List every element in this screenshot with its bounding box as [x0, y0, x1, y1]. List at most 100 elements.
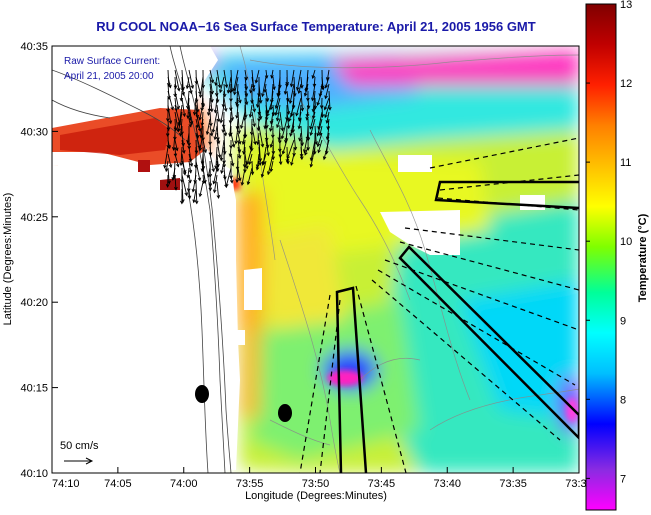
current-vector-head [229, 132, 233, 137]
current-vector [201, 153, 204, 165]
y-tick-label: 40:35 [20, 41, 48, 53]
current-vector-head [297, 125, 302, 130]
current-vector [230, 104, 233, 121]
current-vector-head [189, 90, 193, 95]
current-vector-head [318, 132, 323, 137]
current-vector-head [182, 169, 187, 174]
island-1 [195, 385, 209, 403]
current-vector [272, 104, 275, 116]
current-vector-head [177, 128, 181, 133]
current-vector [243, 139, 246, 154]
current-vector-head [321, 86, 325, 91]
current-vector [317, 118, 323, 136]
current-vector [265, 111, 268, 128]
current-vector-head [251, 88, 256, 92]
current-vector-head [303, 92, 308, 97]
current-vector [223, 125, 227, 136]
current-vector [328, 90, 331, 110]
current-vector [296, 69, 302, 90]
current-vector [299, 132, 302, 141]
current-vector [265, 139, 269, 156]
current-vector [272, 76, 275, 90]
current-vector [311, 83, 316, 101]
current-vector [174, 111, 179, 132]
current-vector [324, 104, 330, 118]
current-vector [300, 146, 303, 160]
current-vector [195, 104, 199, 118]
current-vector [237, 167, 241, 181]
current-vector-head [290, 161, 294, 166]
current-vector-head [274, 105, 279, 110]
current-vector-head [181, 150, 186, 154]
current-vector [237, 132, 241, 144]
current-vector [244, 153, 248, 169]
current-vector [167, 139, 171, 149]
current-vector [319, 125, 323, 136]
current-vector [265, 104, 268, 114]
current-vector [236, 104, 239, 119]
current-vector [188, 118, 192, 127]
current-vector [258, 83, 262, 103]
current-vector [216, 153, 219, 167]
current-vector [188, 104, 193, 125]
current-vector-head [181, 92, 186, 96]
current-vector-head [263, 88, 268, 93]
current-vector-head [237, 177, 242, 182]
land-mask-coast [52, 46, 175, 110]
current-vector [181, 97, 186, 117]
x-tick-label: 74:00 [170, 478, 198, 490]
colorbar-tick-label: 7 [620, 473, 626, 485]
current-vector-head [287, 118, 292, 122]
current-vector [271, 69, 274, 78]
current-vector [262, 153, 267, 166]
current-vector [257, 90, 260, 108]
current-vector-head [252, 108, 257, 113]
current-vector-head [208, 187, 213, 192]
current-vector-head [316, 132, 320, 137]
current-vector-head [288, 100, 293, 104]
current-vector [201, 160, 204, 172]
current-vector-head [220, 170, 224, 175]
no-data-mask-4 [236, 330, 245, 345]
current-vector [180, 90, 183, 101]
current-vector-head [176, 87, 181, 92]
current-vector [265, 90, 269, 102]
chart-title: RU COOL NOAA−16 Sea Surface Temperature:… [96, 19, 535, 34]
current-vector [195, 118, 199, 128]
y-axis-label: Latitude (Degrees:Minutes) [2, 193, 14, 326]
current-vector-head [254, 79, 259, 84]
x-axis: 74:10 74:05 74:00 73:55 73:50 73:45 73:40 73:35… [51, 467, 593, 490]
current-vector [258, 104, 262, 119]
current-vector [298, 111, 302, 121]
current-vector-head [258, 162, 262, 166]
current-vector [216, 104, 220, 122]
current-vector [306, 111, 309, 120]
current-vector-head [203, 179, 207, 184]
current-vector-head [305, 116, 309, 121]
current-vector-head [266, 152, 270, 157]
current-vector [199, 181, 204, 197]
current-vector-head [219, 89, 223, 94]
current-vector [286, 97, 290, 115]
current-vector [277, 76, 281, 97]
current-vector [310, 118, 316, 136]
current-vector-head [175, 163, 180, 168]
current-vector [227, 76, 232, 93]
current-vector [165, 160, 169, 172]
current-vector [323, 139, 330, 160]
current-vector-head [186, 188, 191, 193]
current-vector-head [176, 105, 181, 110]
current-vector-head [206, 112, 211, 117]
current-vector [249, 104, 253, 118]
current-vector-head [248, 114, 253, 119]
current-vector-head [239, 125, 244, 130]
current-vector-head [221, 129, 226, 134]
current-vector [195, 132, 201, 149]
current-vector [275, 97, 281, 116]
current-vector-head [164, 168, 169, 173]
current-vector-head [211, 168, 216, 173]
current-vector-head [223, 107, 228, 112]
no-data-mask-3 [244, 268, 262, 310]
current-vector-head [188, 169, 193, 174]
current-vector [174, 90, 180, 109]
